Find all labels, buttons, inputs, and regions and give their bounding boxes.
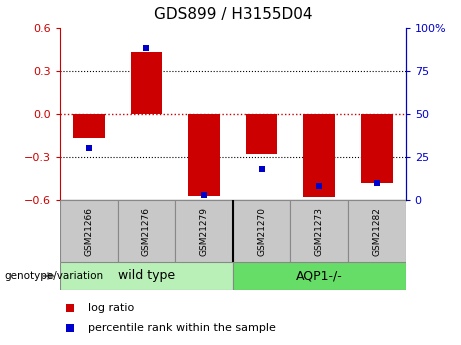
- Bar: [175, 200, 233, 262]
- Bar: [60, 262, 233, 290]
- Text: AQP1-/-: AQP1-/-: [296, 269, 343, 283]
- Text: GSM21279: GSM21279: [200, 207, 208, 256]
- Bar: [188, 114, 220, 196]
- Bar: [348, 200, 406, 262]
- Bar: [118, 200, 175, 262]
- Bar: [290, 200, 348, 262]
- Bar: [361, 114, 393, 183]
- Text: GSM21270: GSM21270: [257, 207, 266, 256]
- Bar: [246, 114, 278, 154]
- Text: percentile rank within the sample: percentile rank within the sample: [88, 323, 276, 333]
- Text: log ratio: log ratio: [88, 303, 134, 313]
- Bar: [60, 200, 118, 262]
- Text: GSM21282: GSM21282: [372, 207, 381, 256]
- Bar: [233, 200, 290, 262]
- Bar: [73, 114, 105, 138]
- Text: genotype/variation: genotype/variation: [5, 271, 104, 281]
- Bar: [130, 52, 162, 114]
- Title: GDS899 / H3155D04: GDS899 / H3155D04: [154, 7, 312, 22]
- Text: GSM21273: GSM21273: [315, 207, 324, 256]
- Text: GSM21276: GSM21276: [142, 207, 151, 256]
- Bar: [233, 262, 406, 290]
- Text: wild type: wild type: [118, 269, 175, 283]
- Text: GSM21266: GSM21266: [84, 207, 93, 256]
- Bar: [303, 114, 335, 197]
